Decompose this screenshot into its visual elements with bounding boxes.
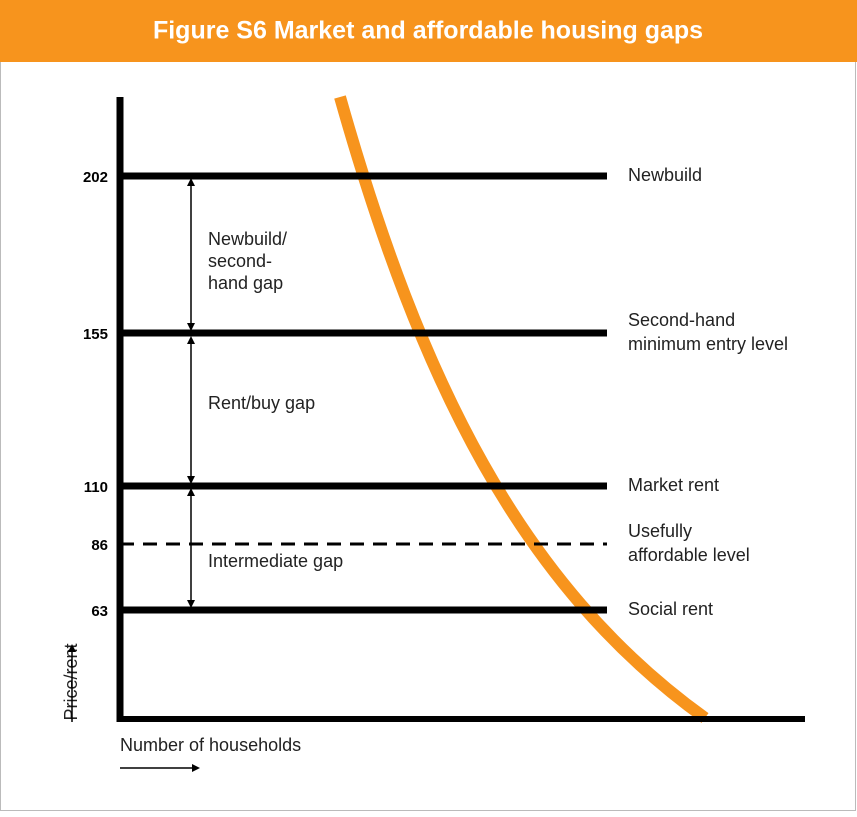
gap-label: Newbuild/ (208, 229, 287, 249)
title-bar (0, 0, 857, 62)
level-label: Market rent (628, 475, 719, 495)
level-value: 86 (91, 537, 108, 554)
level-label: Usefully (628, 521, 692, 541)
y-label: Price/rent (61, 643, 81, 720)
level-value: 202 (83, 169, 108, 186)
level-value: 155 (83, 326, 108, 343)
y-axis-label: Price/rent (61, 643, 81, 722)
demand-curve (334, 95, 709, 723)
x-label: Number of households (120, 735, 301, 755)
level-value: 110 (84, 479, 108, 496)
gap-label: second- (208, 251, 272, 271)
gap-label: Rent/buy gap (208, 393, 315, 413)
level-label: minimum entry level (628, 334, 788, 354)
gap-label: Intermediate gap (208, 551, 343, 571)
title: Figure S6 Market and affordable housing … (153, 17, 703, 45)
level-label: affordable level (628, 545, 750, 565)
level-value: 63 (91, 603, 108, 620)
level-label: Social rent (628, 599, 713, 619)
level-label: Second-hand (628, 310, 735, 330)
level-label: Newbuild (628, 165, 702, 185)
gap-label: hand gap (208, 273, 283, 293)
